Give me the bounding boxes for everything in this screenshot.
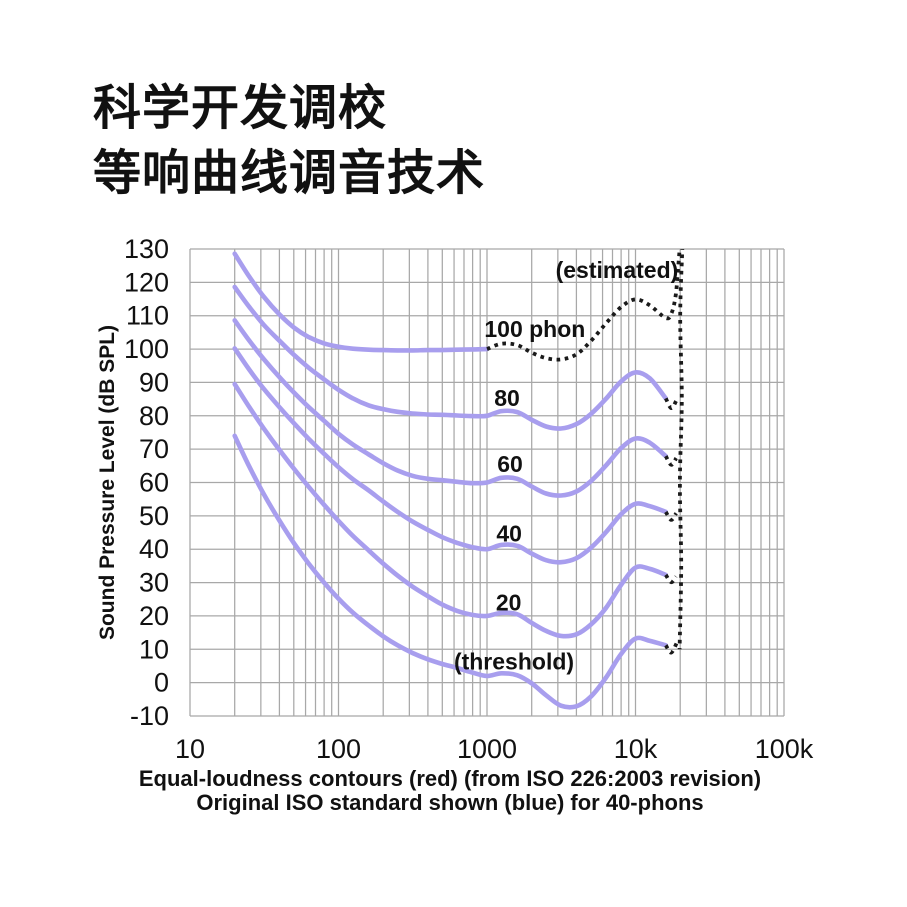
curve-100-phon-estimated: [486, 249, 682, 362]
y-tick-130: 130: [124, 234, 169, 264]
y-tick-80: 80: [139, 401, 169, 431]
curve-80-phon: [232, 284, 669, 431]
curve-threshold-tail: [664, 641, 679, 655]
curve-20-phon-tail: [664, 573, 678, 585]
curve-label-60-phon: 60: [497, 451, 523, 477]
title-line-1: 科学开发调校: [93, 82, 388, 135]
y-tick-40: 40: [139, 534, 169, 564]
curve-label-threshold: (threshold): [454, 648, 574, 674]
curve-label-20-phon: 20: [496, 589, 522, 615]
y-tick-50: 50: [139, 501, 169, 531]
curve-threshold: [232, 433, 669, 710]
title-line-2: 等响曲线调音技术: [93, 147, 486, 200]
main-title: 科学开发调校 等响曲线调音技术: [93, 76, 485, 206]
curve-upper-hearing-limit: [677, 249, 685, 650]
y-tick-10: 10: [139, 634, 169, 664]
y-tick-30: 30: [139, 568, 169, 598]
curve-40-phon: [232, 346, 669, 565]
x-tick-10: 10: [175, 734, 205, 764]
y-tick--10: -10: [130, 701, 169, 731]
y-tick-60: 60: [139, 468, 169, 498]
curve-label-40-phon: 40: [496, 520, 522, 546]
x-tick-100: 100: [316, 734, 361, 764]
curve-40-phon-tail: [664, 510, 678, 522]
curve-label-80-phon: 80: [494, 385, 520, 411]
curve-label-100-phon: 100 phon: [484, 316, 585, 342]
curve-20-phon: [232, 381, 669, 639]
y-tick-0: 0: [154, 668, 169, 698]
x-tick-1000: 1000: [457, 734, 517, 764]
y-tick-110: 110: [126, 301, 169, 331]
y-tick-90: 90: [139, 367, 169, 397]
y-tick-70: 70: [139, 434, 169, 464]
curve-60-phon-tail: [664, 455, 678, 467]
y-tick-120: 120: [124, 267, 169, 297]
curve-60-phon: [232, 318, 669, 498]
curve-100-phon-solid: [232, 251, 490, 353]
curve-80-phon-tail: [664, 397, 678, 410]
caption-line-1: Equal-loudness contours (red) (from ISO …: [138, 766, 762, 791]
caption-line-2: Original ISO standard shown (blue) for 4…: [196, 790, 704, 815]
x-tick-10k: 10k: [614, 734, 658, 764]
y-axis-title: Sound Pressure Level (dB SPL): [96, 325, 119, 640]
y-tick-100: 100: [124, 334, 169, 364]
curve-label-estimated: (estimated): [556, 257, 679, 283]
curves: [232, 249, 685, 710]
x-tick-100k: 100k: [755, 734, 814, 764]
y-tick-20: 20: [139, 601, 169, 631]
